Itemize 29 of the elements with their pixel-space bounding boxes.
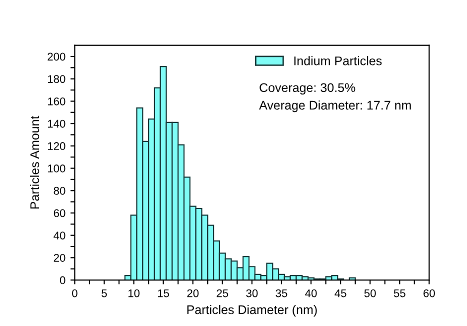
legend-label: Indium Particles — [294, 56, 382, 66]
y-tick-label: 40 — [54, 232, 66, 240]
y-tick-label: 180 — [48, 75, 66, 83]
y-tick-label: 0 — [60, 276, 66, 284]
annotation: Coverage: 30.5% — [260, 83, 356, 95]
x-tick-label: 20 — [187, 289, 199, 298]
annotation: Average Diameter: 17.7 nm — [259, 100, 411, 112]
y-axis-title: Particles Amount — [30, 116, 40, 209]
y-tick-label: 140 — [48, 120, 66, 128]
y-tick-label: 160 — [48, 97, 66, 106]
x-tick-label: 10 — [128, 289, 140, 298]
y-tick-label: 20 — [54, 254, 66, 262]
y-tick-label: 80 — [54, 186, 66, 195]
x-tick-label: 30 — [246, 289, 258, 298]
x-axis-title: Particles Diameter (nm) — [187, 304, 317, 317]
x-tick-label: 35 — [276, 289, 288, 298]
x-tick-label: 5 — [102, 289, 107, 298]
x-tick-label: 50 — [364, 289, 376, 298]
y-tick-label: 200 — [48, 52, 66, 61]
y-tick-label: 120 — [48, 142, 66, 150]
y-tick-label: 100 — [48, 164, 66, 172]
x-tick-label: 45 — [334, 289, 346, 298]
x-tick-label: 25 — [216, 289, 228, 298]
y-tick-label: 60 — [54, 209, 66, 218]
x-tick-label: 15 — [158, 289, 170, 298]
x-tick-label: 60 — [424, 289, 435, 298]
x-tick-label: 40 — [305, 289, 317, 298]
x-tick-label: 0 — [72, 289, 78, 298]
x-tick-label: 55 — [394, 289, 406, 298]
